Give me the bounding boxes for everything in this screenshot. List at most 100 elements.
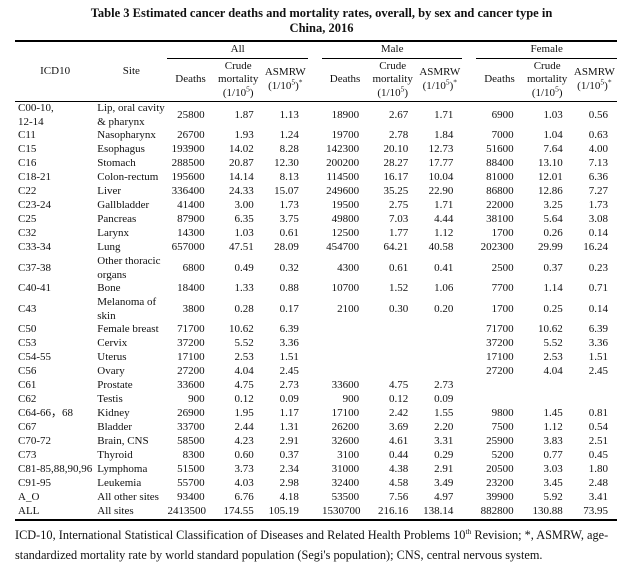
cell-all-crude-mortality: 6.76 <box>234 491 254 504</box>
cell-spacer <box>308 505 322 520</box>
cell-all-asmrw: 2.98 <box>279 477 299 490</box>
cell-site: Brain, CNS <box>97 435 149 448</box>
cell-icd10: C53 <box>18 337 37 350</box>
cell-male-asmrw: 2.73 <box>434 379 454 392</box>
cell-all-deaths: 93400 <box>177 491 205 504</box>
cell-all-crude-mortality: 20.87 <box>229 157 254 170</box>
cell-female-crude-mortality <box>523 379 572 393</box>
cell-icd10: C73 <box>18 449 37 462</box>
cell-spacer <box>462 185 476 199</box>
cell-male-asmrw: 1.71 <box>434 108 454 121</box>
table-row: C73 Thyroid 8300 0.60 0.37 3100 0.44 0.29 5200 0.… <box>15 449 617 463</box>
cell-spacer <box>308 449 322 463</box>
cell-male-crude-mortality: 0.61 <box>389 261 409 274</box>
cell-all-crude-mortality: 2.53 <box>234 351 254 364</box>
cell-spacer <box>308 463 322 477</box>
cell-male-crude-mortality <box>368 351 417 365</box>
cell-male-deaths: 900 <box>342 393 360 406</box>
cell-female-asmrw: 0.63 <box>588 129 608 142</box>
cell-female-deaths: 2500 <box>491 261 514 274</box>
table-title-line1: Table 3 Estimated cancer deaths and mort… <box>90 6 553 20</box>
cell-all-asmrw: 2.34 <box>279 463 299 476</box>
cell-female-deaths: 882800 <box>480 505 514 518</box>
cell-icd10: C16 <box>18 157 37 170</box>
cell-icd10: C00-10, 12-14 <box>18 102 54 128</box>
cell-all-asmrw: 1.24 <box>279 129 299 142</box>
cell-site: Melanoma of skin <box>97 296 157 322</box>
cell-female-deaths: 71700 <box>486 323 514 336</box>
cell-all-crude-mortality: 14.02 <box>229 143 254 156</box>
cell-site: Testis <box>97 393 123 406</box>
cell-female-asmrw: 7.27 <box>588 185 608 198</box>
table-row: C50 Female breast 71700 10.62 6.39 71700 10.62… <box>15 323 617 337</box>
column-header-male-crude-mortality: Crude mortality (1/105) <box>368 58 418 102</box>
cell-spacer <box>462 213 476 227</box>
cell-spacer <box>308 213 322 227</box>
cell-site: Kidney <box>97 407 130 420</box>
cell-spacer <box>308 241 322 255</box>
cell-female-deaths: 39900 <box>486 491 514 504</box>
cell-spacer <box>308 407 322 421</box>
cell-female-asmrw: 73.95 <box>583 505 608 518</box>
cell-female-asmrw: 3.08 <box>588 213 608 226</box>
cell-site: Pancreas <box>97 213 137 226</box>
cell-all-crude-mortality: 4.75 <box>234 379 254 392</box>
cell-female-deaths: 6900 <box>491 108 514 121</box>
cell-icd10: C32 <box>18 227 37 240</box>
cell-all-deaths: 8300 <box>182 449 205 462</box>
cell-male-deaths: 3100 <box>337 449 360 462</box>
cell-female-crude-mortality: 1.14 <box>543 282 563 295</box>
cell-female-crude-mortality: 3.83 <box>543 435 563 448</box>
cell-all-asmrw: 0.61 <box>279 227 299 240</box>
cell-male-crude-mortality <box>368 323 417 337</box>
cell-all-deaths: 87900 <box>177 213 205 226</box>
cell-male-asmrw: 0.41 <box>434 261 454 274</box>
cell-all-deaths: 33600 <box>177 379 205 392</box>
cell-male-deaths: 19700 <box>331 129 360 142</box>
cell-all-crude-mortality: 0.12 <box>234 393 254 406</box>
cell-spacer <box>462 379 476 393</box>
cell-male-crude-mortality: 20.10 <box>383 143 409 156</box>
cell-female-crude-mortality: 0.25 <box>543 302 563 315</box>
cell-icd10: C11 <box>18 129 36 142</box>
cell-all-deaths: 18400 <box>177 282 205 295</box>
cell-spacer <box>308 255 322 282</box>
cell-icd10: C50 <box>18 323 37 336</box>
cell-male-asmrw: 4.97 <box>434 491 454 504</box>
cell-female-deaths: 1700 <box>491 302 514 315</box>
table-row: C16 Stomach 288500 20.87 12.30 200200 28.27 17.… <box>15 157 617 171</box>
cell-site: Lymphoma <box>97 463 148 476</box>
cell-male-deaths <box>322 337 368 351</box>
cell-male-crude-mortality: 35.25 <box>383 185 409 198</box>
cell-male-crude-mortality: 1.77 <box>389 227 409 240</box>
cell-all-crude-mortality: 47.51 <box>229 241 254 254</box>
cell-male-asmrw: 0.20 <box>434 302 454 315</box>
cell-male-crude-mortality: 4.38 <box>389 463 409 476</box>
table-row: C91-95 Leukemia 55700 4.03 2.98 32400 4.58 3.49… <box>15 477 617 491</box>
cell-male-deaths <box>322 323 368 337</box>
group-header-female: Female <box>476 41 617 59</box>
cell-all-asmrw: 0.88 <box>279 282 299 295</box>
cell-spacer <box>462 449 476 463</box>
cell-male-crude-mortality: 3.69 <box>389 421 409 434</box>
column-header-male-deaths: Deaths <box>321 58 369 102</box>
column-header-female-crude-mortality: Crude mortality (1/105) <box>522 58 572 102</box>
cell-site: Gallbladder <box>97 199 150 212</box>
table-title-line2: China, 2016 <box>289 21 354 35</box>
cell-female-crude-mortality: 29.99 <box>537 241 563 254</box>
cell-male-deaths: 17100 <box>331 407 360 420</box>
cell-icd10: C67 <box>18 421 37 434</box>
cell-all-crude-mortality: 1.87 <box>234 108 254 121</box>
cell-icd10: C23-24 <box>18 199 51 212</box>
cell-spacer <box>462 143 476 157</box>
cell-male-asmrw: 1.12 <box>434 227 454 240</box>
table-row: A_O All other sites 93400 6.76 4.18 53500 7.56… <box>15 491 617 505</box>
cell-male-crude-mortality: 2.67 <box>389 108 409 121</box>
cell-male-asmrw: 3.31 <box>434 435 454 448</box>
cell-male-deaths: 1530700 <box>321 505 361 518</box>
cell-female-crude-mortality: 3.25 <box>543 199 563 212</box>
cell-female-crude-mortality: 5.64 <box>543 213 563 226</box>
cell-site: Lip, oral cavity & pharynx <box>97 102 165 128</box>
table-row: C11 Nasopharynx 26700 1.93 1.24 19700 2.78 1.84… <box>15 129 617 143</box>
